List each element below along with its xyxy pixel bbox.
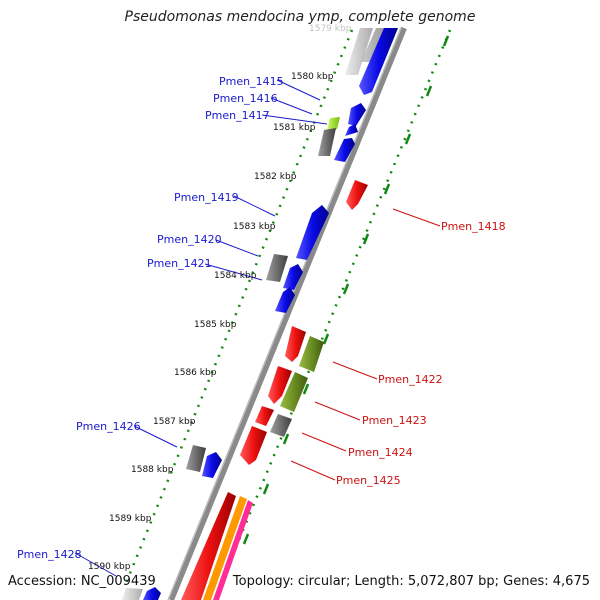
- ruler-label: 1589 kbp: [109, 514, 152, 524]
- reverse-ring-major-ticks: [242, 35, 450, 545]
- reverse-label-connectors: [290, 208, 441, 481]
- gene-label-pmen-1428[interactable]: Pmen_1428: [17, 548, 82, 561]
- gene-label-pmen-1424[interactable]: Pmen_1424: [348, 446, 413, 459]
- gene-label-pmen-1416[interactable]: Pmen_1416: [213, 92, 278, 105]
- ruler-label: 1580 kbp: [291, 72, 334, 82]
- gene-pmen-1424[interactable]: [270, 414, 292, 437]
- ruler-labels: 1579 kbp 1580 kbp 1581 kbp 1582 kbp 1583…: [88, 24, 352, 572]
- genome-backbone-line: [168, 26, 407, 600]
- forward-label-connectors: [74, 79, 328, 577]
- reverse-tick-ring: [213, 29, 452, 599]
- gene-blue-1426b[interactable]: [202, 452, 222, 478]
- genome-backbone-highlight: [167, 27, 402, 600]
- partial-gene-light: [345, 28, 373, 75]
- gene-label-pmen-1419[interactable]: Pmen_1419: [174, 191, 239, 204]
- accession-text: Accession: NC_009439: [8, 574, 156, 589]
- gene-blue-1417c[interactable]: [334, 138, 355, 162]
- gene-red-1424a[interactable]: [255, 406, 274, 426]
- gene-red-1423a[interactable]: [268, 366, 292, 404]
- topology-text: Topology: circular; Length: 5,072,807 bp…: [232, 574, 590, 589]
- gene-label-pmen-1415[interactable]: Pmen_1415: [219, 75, 284, 88]
- ruler-label: 1587 kbp: [153, 417, 196, 427]
- gene-label-pmen-1426[interactable]: Pmen_1426: [76, 420, 141, 433]
- gene-pmen-1416[interactable]: [345, 124, 358, 136]
- gene-pmen-1423[interactable]: [280, 372, 308, 412]
- partial-gene-blue: [359, 28, 398, 95]
- forward-tick-ring: [122, 29, 354, 589]
- map-title: Pseudomonas mendocina ymp, complete geno…: [124, 9, 476, 25]
- gene-pmen-1421[interactable]: [283, 264, 303, 290]
- ruler-label-partial: 1579 kbp: [309, 24, 352, 34]
- gene-label-pmen-1421[interactable]: Pmen_1421: [147, 257, 212, 270]
- gene-label-pmen-1425[interactable]: Pmen_1425: [336, 474, 401, 487]
- pink-track-feature: [213, 500, 253, 600]
- gene-pmen-1418[interactable]: [346, 180, 368, 210]
- gene-gray-1417b[interactable]: [318, 128, 336, 156]
- gene-blue-1421b[interactable]: [275, 287, 295, 313]
- ruler-label: 1584 kbp: [214, 271, 257, 281]
- ruler-label: 1581 kbp: [273, 123, 316, 133]
- gene-label-pmen-1418[interactable]: Pmen_1418: [441, 220, 506, 233]
- ruler-label: 1582 kbp: [254, 172, 297, 182]
- gene-light-1428b[interactable]: [122, 588, 143, 600]
- orange-track-feature: [203, 496, 247, 600]
- ruler-label: 1583 kbp: [233, 222, 276, 232]
- ruler-label: 1586 kbp: [174, 368, 217, 378]
- gene-pmen-1425[interactable]: [240, 426, 267, 465]
- reverse-gene-labels: Pmen_1418 Pmen_1422 Pmen_1423 Pmen_1424 …: [336, 220, 506, 487]
- ruler-label: 1585 kbp: [194, 320, 237, 330]
- gene-red-large[interactable]: [181, 492, 236, 600]
- gene-pmen-1420[interactable]: [266, 254, 288, 282]
- gene-pmen-1415[interactable]: [348, 103, 366, 126]
- forward-gene-labels: Pmen_1415 Pmen_1416 Pmen_1417 Pmen_1419 …: [17, 75, 284, 561]
- gene-pmen-1422[interactable]: [299, 336, 324, 372]
- gene-label-pmen-1422[interactable]: Pmen_1422: [378, 373, 443, 386]
- gene-label-pmen-1420[interactable]: Pmen_1420: [157, 233, 222, 246]
- gene-pmen-1417[interactable]: [327, 117, 340, 130]
- ruler-label: 1588 kbp: [131, 465, 174, 475]
- ruler-label: 1590 kbp: [88, 562, 131, 572]
- gene-pmen-1428[interactable]: [143, 587, 161, 600]
- gene-red-1422a[interactable]: [285, 326, 306, 362]
- gene-label-pmen-1417[interactable]: Pmen_1417: [205, 109, 270, 122]
- gene-label-pmen-1423[interactable]: Pmen_1423: [362, 414, 427, 427]
- gene-pmen-1419[interactable]: [296, 205, 329, 260]
- gene-pmen-1426[interactable]: [186, 445, 206, 472]
